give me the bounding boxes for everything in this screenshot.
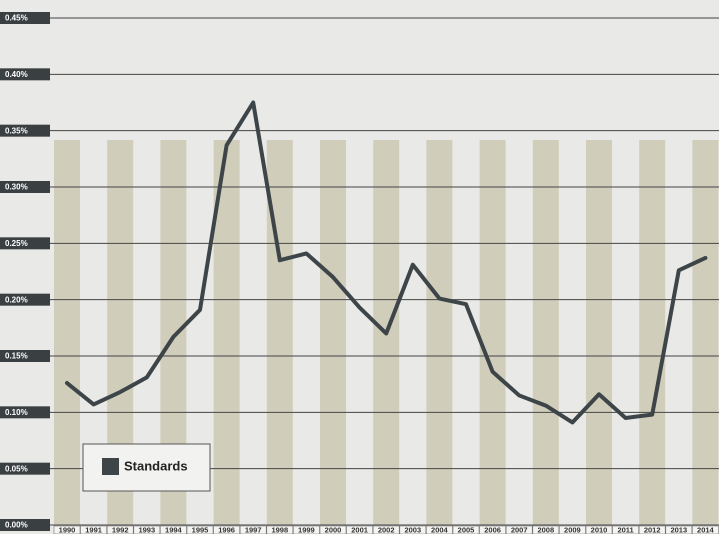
x-tick-label: 1992 [112, 525, 129, 534]
x-tick-box [80, 525, 107, 534]
series-line [65, 100, 708, 425]
y-tick-label: 0.15% [5, 352, 28, 361]
x-tick-box [53, 525, 81, 534]
band-stripe [692, 140, 719, 525]
band-stripe [532, 140, 559, 525]
x-tick-label: 2005 [458, 525, 475, 534]
x-tick-box [372, 525, 400, 534]
x-tick-box [559, 525, 586, 534]
x-tick-box [239, 525, 267, 534]
y-tick-box [0, 293, 50, 306]
x-tick-box [505, 525, 533, 534]
y-tick-box [0, 68, 50, 81]
y-tick-label: 0.05% [5, 464, 28, 473]
band-stripe [639, 140, 666, 525]
x-tick-label: 1995 [192, 525, 209, 534]
x-tick-label: 1994 [165, 525, 183, 534]
y-tick-label: 0.25% [5, 239, 28, 248]
x-tick-box [665, 525, 693, 534]
x-tick-box [106, 525, 134, 534]
x-tick-label: 2010 [591, 525, 608, 534]
x-tick-box [346, 525, 373, 534]
x-tick-box [186, 525, 214, 534]
y-tick-label: 0.20% [5, 295, 28, 304]
y-tick-box [0, 124, 50, 137]
x-tick-label: 1993 [138, 525, 155, 534]
x-tick-box [133, 525, 161, 534]
x-tick-label: 1990 [59, 525, 76, 534]
x-tick-label: 2011 [617, 525, 633, 534]
y-tick-label: 0.00% [5, 521, 28, 530]
band-stripe [426, 140, 453, 525]
x-tick-label: 1999 [298, 525, 315, 534]
x-tick-box [213, 525, 240, 534]
y-tick-label: 0.45% [5, 14, 28, 23]
y-tick-label: 0.35% [5, 126, 28, 135]
x-tick-box [266, 525, 294, 534]
x-tick-box [612, 525, 639, 534]
y-tick-label: 0.40% [5, 70, 28, 79]
y-tick-box [0, 237, 50, 250]
x-tick-label: 2001 [351, 525, 368, 534]
x-tick-label: 2013 [670, 525, 687, 534]
y-tick-box [0, 181, 50, 193]
x-tick-box [293, 525, 320, 534]
band-stripe [586, 140, 612, 525]
x-tick-label: 2012 [644, 525, 661, 534]
x-tick-box [426, 525, 453, 534]
x-tick-label: 2006 [484, 525, 501, 534]
y-tick-box [0, 350, 50, 362]
x-tick-box [692, 525, 719, 534]
band-stripe [479, 140, 506, 525]
y-tick-box [0, 406, 50, 419]
x-tick-label: 2002 [378, 525, 395, 534]
x-tick-box [319, 525, 347, 534]
y-tick-box [0, 519, 50, 531]
x-tick-label: 2004 [431, 525, 449, 534]
x-tick-label: 2007 [511, 525, 528, 534]
x-tick-label: 1991 [85, 525, 102, 534]
y-tick-label: 0.10% [5, 408, 28, 417]
y-tick-label: 0.30% [5, 183, 28, 192]
legend: Standards [82, 443, 211, 492]
band-stripe [54, 140, 80, 525]
x-tick-box [638, 525, 666, 534]
x-tick-label: 2003 [404, 525, 421, 534]
x-tick-label: 2014 [697, 525, 715, 534]
x-tick-label: 1997 [245, 525, 262, 534]
y-tick-box [0, 12, 50, 24]
x-tick-box [160, 525, 187, 534]
y-tick-box [0, 462, 50, 475]
x-tick-label: 2008 [537, 525, 554, 534]
x-tick-label: 1998 [271, 525, 288, 534]
legend-swatch [102, 458, 119, 475]
x-tick-label: 2009 [564, 525, 581, 534]
x-tick-box [452, 525, 480, 534]
x-tick-box [399, 525, 427, 534]
x-tick-label: 1996 [218, 525, 235, 534]
x-tick-label: 2000 [325, 525, 342, 534]
legend-label: Standards [124, 458, 188, 473]
x-tick-box [532, 525, 560, 534]
x-tick-box [585, 525, 613, 534]
band-stripe [320, 140, 346, 525]
x-tick-box [479, 525, 506, 534]
